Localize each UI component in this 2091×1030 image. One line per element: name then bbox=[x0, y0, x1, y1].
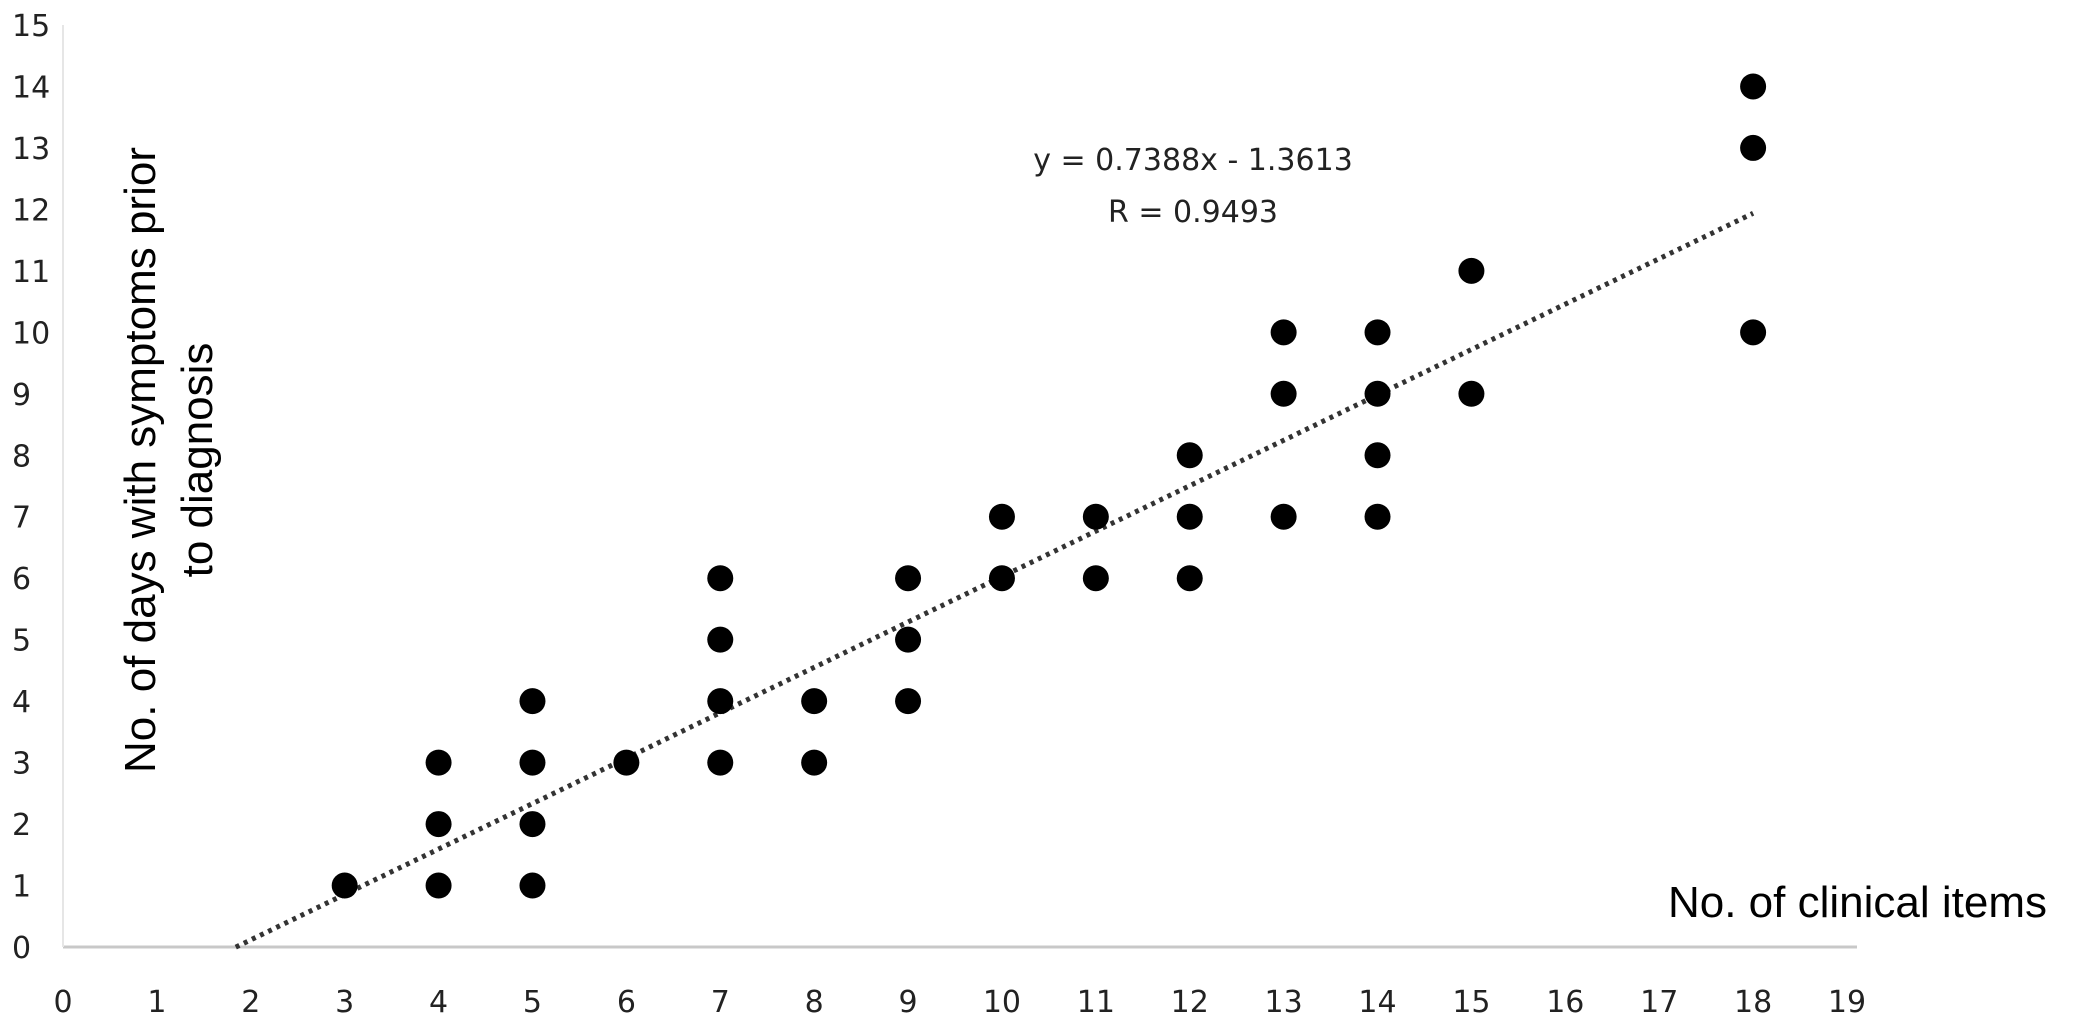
data-points bbox=[331, 73, 1767, 899]
x-tick-label: 17 bbox=[1640, 985, 1678, 1020]
y-tick-label: 4 bbox=[12, 685, 31, 720]
trendline bbox=[234, 211, 1755, 950]
y-tick-label: 5 bbox=[12, 624, 31, 659]
data-point bbox=[801, 749, 828, 776]
data-point bbox=[1740, 134, 1767, 161]
y-tick-label: 2 bbox=[12, 808, 31, 843]
data-point bbox=[895, 688, 922, 715]
data-point bbox=[1364, 503, 1391, 530]
y-axis-title-line-2: to diagnosis bbox=[173, 343, 222, 578]
data-point bbox=[1082, 503, 1109, 530]
x-tick-label: 6 bbox=[617, 985, 636, 1020]
data-point bbox=[1176, 442, 1203, 469]
x-tick-label: 11 bbox=[1077, 985, 1115, 1020]
x-tick-label: 9 bbox=[899, 985, 918, 1020]
x-tick-label: 13 bbox=[1265, 985, 1303, 1020]
data-point bbox=[707, 749, 734, 776]
x-tick-label: 8 bbox=[805, 985, 824, 1020]
data-point bbox=[1458, 257, 1485, 284]
y-tick-label: 11 bbox=[12, 255, 50, 290]
x-axis-title: No. of clinical items bbox=[1668, 878, 2047, 927]
y-tick-label: 10 bbox=[12, 316, 50, 351]
x-tick-label: 12 bbox=[1171, 985, 1209, 1020]
data-point bbox=[1740, 319, 1767, 346]
y-axis-title: No. of days with symptoms prior to diagn… bbox=[116, 147, 222, 773]
data-point bbox=[425, 811, 452, 838]
data-point bbox=[1364, 380, 1391, 407]
data-point bbox=[1270, 319, 1297, 346]
data-point bbox=[425, 749, 452, 776]
trendline-r-value: R = 0.9493 bbox=[1108, 195, 1278, 230]
x-tick-label: 18 bbox=[1734, 985, 1772, 1020]
data-point bbox=[1270, 503, 1297, 530]
data-point bbox=[707, 626, 734, 653]
data-point bbox=[1364, 319, 1391, 346]
x-tick-label: 14 bbox=[1358, 985, 1396, 1020]
data-point bbox=[331, 872, 358, 899]
y-tick-label: 0 bbox=[12, 931, 31, 966]
data-point bbox=[1270, 380, 1297, 407]
x-tick-label: 16 bbox=[1546, 985, 1584, 1020]
tick-labels: 0 1 2 3 4 5 6 7 8 9 10 11 12 13 14 15 16 17 18 190123456789… bbox=[12, 9, 1866, 1020]
data-point bbox=[1458, 380, 1485, 407]
x-tick-label: 0 bbox=[53, 985, 72, 1020]
data-point bbox=[425, 872, 452, 899]
x-tick-label: 15 bbox=[1452, 985, 1490, 1020]
y-tick-label: 13 bbox=[12, 132, 50, 167]
data-point bbox=[519, 872, 546, 899]
y-tick-label: 1 bbox=[12, 870, 31, 905]
data-point bbox=[801, 688, 828, 715]
y-tick-label: 9 bbox=[12, 378, 31, 413]
y-tick-label: 15 bbox=[12, 9, 50, 44]
data-point bbox=[519, 749, 546, 776]
x-tick-label: 10 bbox=[983, 985, 1021, 1020]
data-point bbox=[1364, 442, 1391, 469]
data-point bbox=[519, 688, 546, 715]
y-tick-label: 7 bbox=[12, 501, 31, 536]
axes bbox=[62, 25, 1857, 949]
x-tick-label: 1 bbox=[147, 985, 166, 1020]
x-tick-label: 5 bbox=[523, 985, 542, 1020]
data-point bbox=[1176, 503, 1203, 530]
data-point bbox=[613, 749, 640, 776]
data-point bbox=[1740, 73, 1767, 100]
data-point bbox=[895, 565, 922, 592]
y-tick-label: 14 bbox=[12, 70, 50, 105]
data-point bbox=[707, 688, 734, 715]
y-tick-label: 8 bbox=[12, 439, 31, 474]
data-point bbox=[988, 565, 1015, 592]
y-tick-label: 6 bbox=[12, 562, 31, 597]
data-point bbox=[1082, 565, 1109, 592]
x-tick-label: 7 bbox=[711, 985, 730, 1020]
data-point bbox=[988, 503, 1015, 530]
y-axis-title-line-1: No. of days with symptoms prior bbox=[116, 147, 165, 773]
data-point bbox=[707, 565, 734, 592]
trendline-equation: y = 0.7388x - 1.3613 bbox=[1033, 143, 1353, 178]
data-point bbox=[1176, 565, 1203, 592]
y-tick-label: 3 bbox=[12, 747, 31, 782]
x-tick-label: 3 bbox=[335, 985, 354, 1020]
y-tick-label: 12 bbox=[12, 193, 50, 228]
data-point bbox=[519, 811, 546, 838]
data-point bbox=[895, 626, 922, 653]
x-tick-label: 19 bbox=[1828, 985, 1866, 1020]
x-tick-label: 4 bbox=[429, 985, 448, 1020]
trendline-group bbox=[234, 211, 1755, 950]
x-tick-label: 2 bbox=[241, 985, 260, 1020]
